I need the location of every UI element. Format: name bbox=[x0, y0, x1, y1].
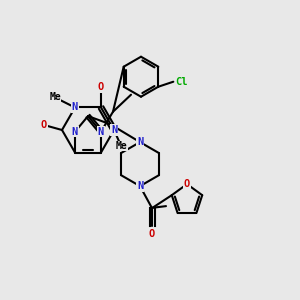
Text: Cl: Cl bbox=[175, 77, 188, 87]
Text: Me: Me bbox=[116, 141, 128, 151]
Text: O: O bbox=[149, 229, 155, 239]
Text: N: N bbox=[111, 125, 117, 135]
Text: Me: Me bbox=[49, 92, 61, 103]
Text: O: O bbox=[41, 120, 47, 130]
Text: N: N bbox=[72, 127, 78, 137]
Text: N: N bbox=[72, 103, 78, 112]
Text: N: N bbox=[98, 127, 104, 137]
Text: O: O bbox=[98, 82, 104, 92]
Text: N: N bbox=[137, 181, 143, 191]
Text: N: N bbox=[137, 137, 143, 147]
Text: O: O bbox=[184, 179, 190, 189]
